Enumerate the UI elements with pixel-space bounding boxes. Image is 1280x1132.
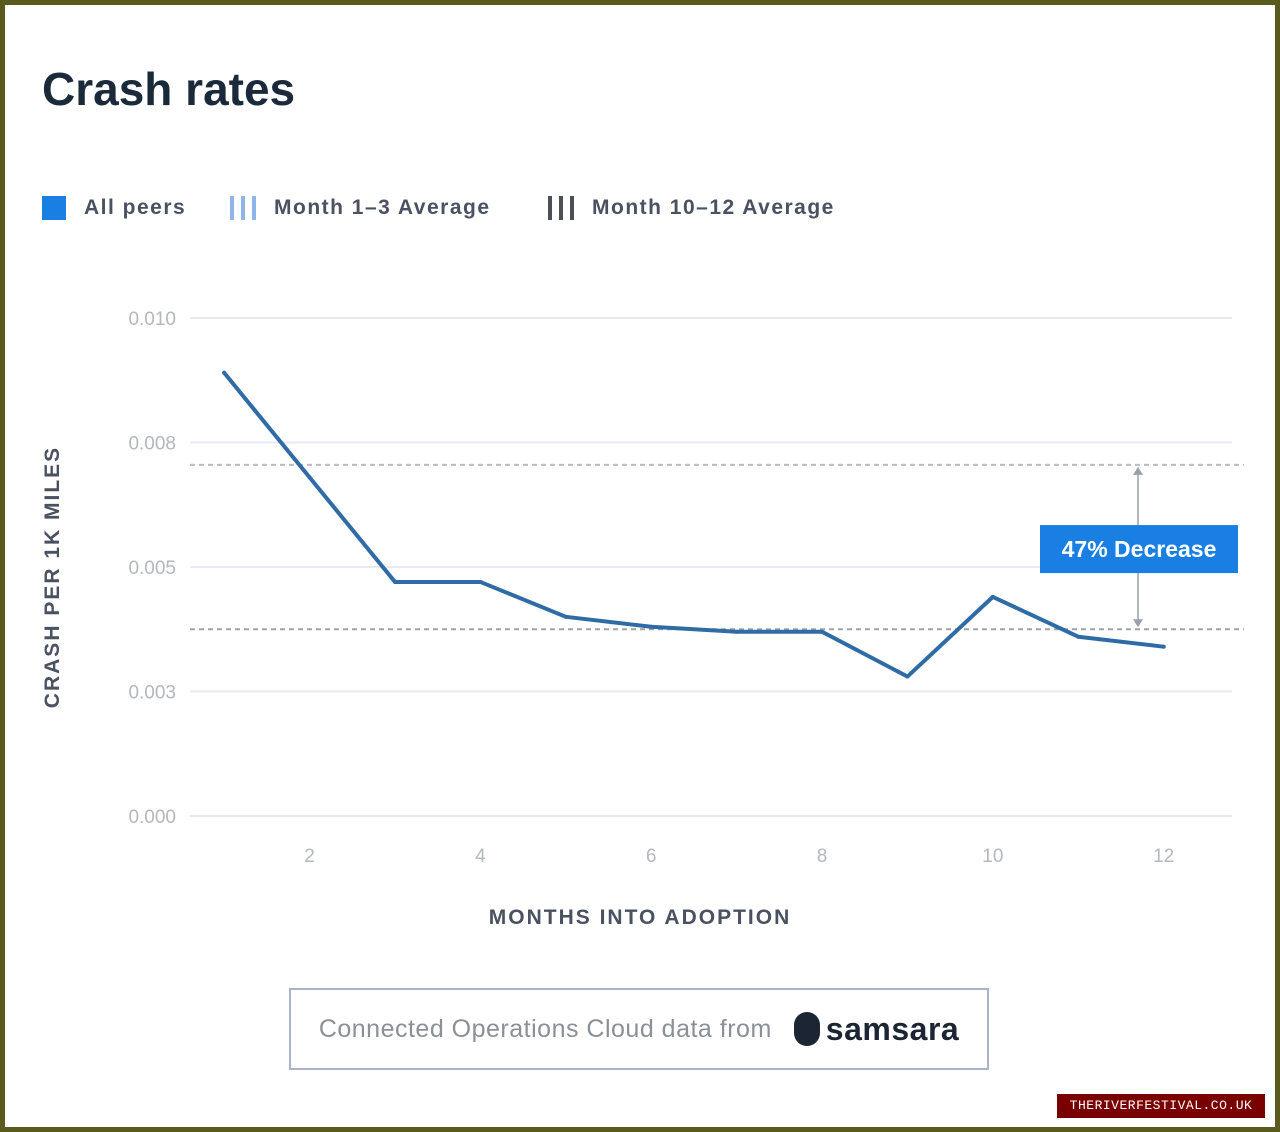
y-tick-label: 0.000 <box>128 807 176 828</box>
data-point <box>820 629 825 634</box>
x-tick-label: 4 <box>475 846 486 867</box>
y-axis-title: CRASH PER 1K MILES <box>41 446 64 708</box>
data-point <box>734 629 739 634</box>
data-point <box>307 475 312 480</box>
data-point <box>905 674 910 679</box>
legend-item-all-peers: All peers <box>42 192 186 224</box>
x-tick-label: 8 <box>817 846 828 867</box>
x-tick-label: 10 <box>982 846 1003 867</box>
data-point <box>563 614 568 619</box>
series-line-all-peers <box>222 370 1166 679</box>
samsara-logo: samsara <box>793 1010 960 1048</box>
data-point <box>392 579 397 584</box>
samsara-logo-icon <box>793 1012 820 1046</box>
x-tick-label: 6 <box>646 846 657 867</box>
legend-label-month-10-12-average: Month 10–12 Average <box>592 196 835 219</box>
watermark: THERIVERFESTIVAL.CO.UK <box>1057 1094 1265 1118</box>
data-point <box>649 624 654 629</box>
source-box: Connected Operations Cloud data from sam… <box>289 988 989 1070</box>
data-point <box>1076 634 1081 639</box>
legend-label-all-peers: All peers <box>84 196 187 219</box>
annotation-box <box>1040 525 1238 574</box>
x-axis-title: MONTHS INTO ADOPTION <box>489 906 792 929</box>
x-tick-label: 2 <box>304 846 315 867</box>
annotation-label: 47% Decrease <box>1062 536 1217 562</box>
legend-item-month-10-12-average: Month 10–12 Average <box>548 192 835 224</box>
legend-swatch-month-10-12-average <box>548 196 574 220</box>
legend-swatch-all-peers <box>42 196 66 220</box>
data-point <box>222 370 227 375</box>
y-tick-label: 0.003 <box>128 683 176 704</box>
data-point <box>478 579 483 584</box>
legend-item-month-1-3-average: Month 1–3 Average <box>230 192 491 224</box>
legend-label-month-1-3-average: Month 1–3 Average <box>274 196 491 219</box>
samsara-brand-name: samsara <box>825 1010 960 1047</box>
y-tick-label: 0.010 <box>128 309 176 330</box>
source-text: Connected Operations Cloud data from <box>318 1014 772 1043</box>
y-tick-label: 0.005 <box>128 558 176 579</box>
chart-title: Crash rates <box>42 63 296 115</box>
data-point <box>990 594 995 599</box>
annotation-arrow-head-down <box>1133 619 1143 628</box>
line-chart: 0.000 0.003 0.005 0.008 0.010 2 4 6 8 10 12 MONTHS … <box>41 309 1244 929</box>
legend-swatch-month-1-3-average <box>230 196 256 220</box>
y-tick-label: 0.008 <box>128 434 176 455</box>
annotation-arrow-head-up <box>1133 466 1143 475</box>
data-point <box>1161 644 1166 649</box>
x-tick-label: 12 <box>1153 846 1174 867</box>
